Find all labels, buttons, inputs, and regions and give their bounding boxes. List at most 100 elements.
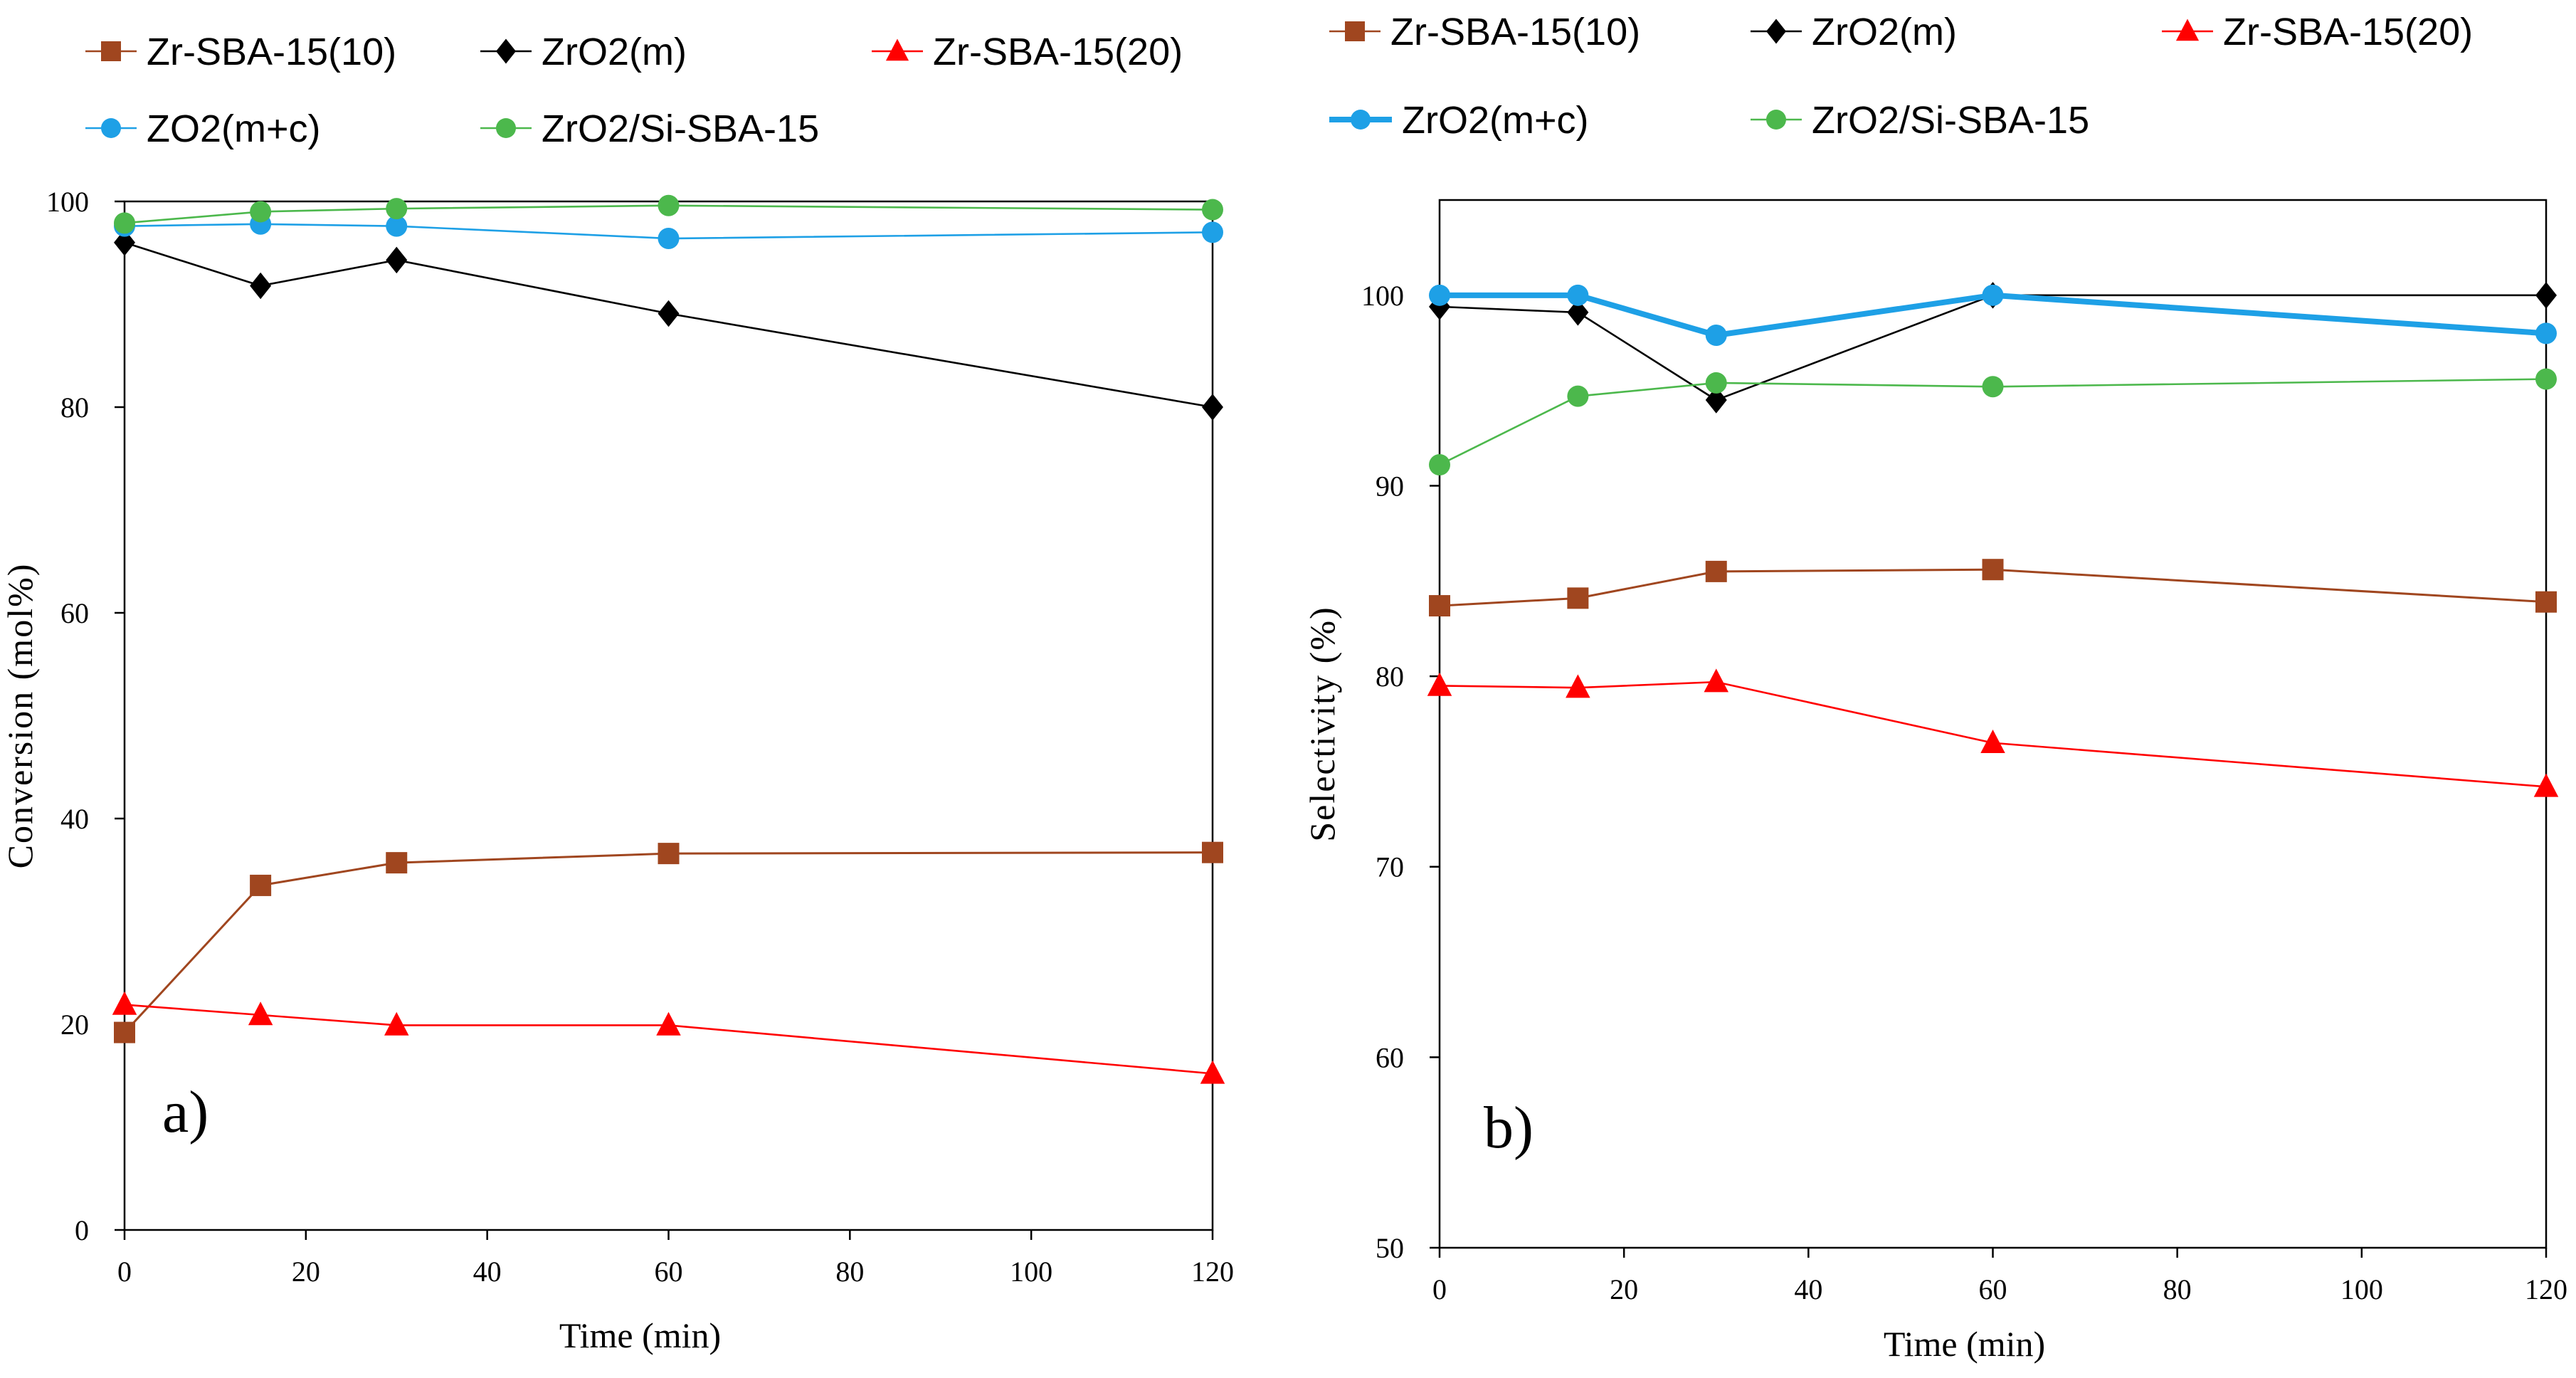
panel-a-data-point — [250, 272, 272, 300]
panel-a-ytick-label: 80 — [60, 391, 89, 424]
panel-a-series-line — [123, 851, 1213, 1034]
panel-a-data-point — [658, 843, 680, 865]
panel-a-legend-item-1: ZrO2(m) — [480, 31, 687, 73]
panel-a-data-point — [1202, 199, 1223, 221]
panel-a-legend-item-0: Zr-SBA-15(10) — [85, 31, 396, 73]
panel-b-data-point — [1705, 386, 1727, 414]
panel-a-ytick-label: 0 — [75, 1214, 89, 1246]
legend-marker — [496, 118, 516, 138]
panel-a-data-point — [1202, 221, 1223, 243]
panel-b-xtick-label: 100 — [2340, 1273, 2383, 1305]
panel-a-legend-item-2: Zr-SBA-15(20) — [872, 31, 1183, 73]
panel-b-ytick-label: 100 — [1361, 280, 1404, 312]
legend-marker — [2175, 19, 2200, 41]
panel-b-data-point — [1429, 454, 1450, 476]
panel-b-series-2 — [1427, 668, 2559, 797]
legend-marker — [1766, 110, 1786, 130]
legend-label: ZO2(m+c) — [147, 107, 321, 150]
panel-b-legend-item-2: Zr-SBA-15(20) — [2162, 11, 2473, 53]
legend-label: ZrO2(m+c) — [1402, 99, 1589, 142]
legend-label: Zr-SBA-15(10) — [1390, 11, 1640, 53]
panel-a-panel-label: a) — [162, 1079, 208, 1145]
panel-a: 0 20 40 60 80 100 0 20 40 60 80 100 120 Time (min) Con… — [0, 31, 1234, 1355]
panel-b-xtick-label: 0 — [1432, 1273, 1447, 1305]
panel-b-xtick-label: 20 — [1610, 1273, 1638, 1305]
panel-a-data-point — [658, 228, 680, 250]
panel-a-y-axis-title: Conversion (mol%) — [0, 563, 40, 869]
panel-a-legend-item-4: ZrO2/Si-SBA-15 — [480, 107, 819, 150]
legend-marker — [101, 118, 121, 138]
panel-b-data-point — [1567, 284, 1589, 306]
panel-b-panel-label: b) — [1484, 1095, 1534, 1161]
panel-b-data-point — [1704, 668, 1728, 693]
panel-b-xtick-label: 80 — [2163, 1273, 2192, 1305]
panel-a-ytick-label: 40 — [60, 803, 89, 835]
panel-a-data-point — [386, 215, 408, 237]
panel-a-ytick-label: 60 — [60, 597, 89, 629]
legend-marker — [1345, 21, 1365, 41]
panel-a-data-point — [114, 1021, 135, 1043]
panel-a-plot-frame — [123, 200, 1214, 1231]
panel-b-x-axis-title: Time (min) — [1884, 1324, 2045, 1364]
panel-b-data-point — [1705, 372, 1727, 394]
panel-b-data-point — [2535, 591, 2557, 613]
panel-b-data-point — [1567, 587, 1589, 609]
panel-b-data-point — [2535, 322, 2557, 344]
panel-b-data-point — [2533, 773, 2559, 797]
panel-a-xtick-label: 120 — [1191, 1256, 1234, 1288]
panel-a-xtick-label: 0 — [117, 1256, 132, 1288]
legend-label: ZrO2/Si-SBA-15 — [1812, 99, 2089, 142]
legend-label: ZrO2(m) — [542, 31, 687, 73]
panel-b-plot-frame — [1438, 199, 2548, 1249]
panel-b-ytick-label: 80 — [1376, 661, 1404, 693]
panel-b-data-point — [1982, 376, 2004, 398]
panel-a-data-point — [386, 198, 408, 220]
legend-label: Zr-SBA-15(10) — [147, 31, 396, 73]
panel-a-xtick-label: 20 — [292, 1256, 320, 1288]
panel-a-data-point — [386, 852, 408, 874]
panel-b-data-point — [2535, 282, 2557, 309]
panel-b-series-4 — [1429, 368, 2557, 476]
legend-marker — [496, 38, 516, 64]
panel-a-ytick-label: 20 — [60, 1009, 89, 1041]
panel-b: 50 60 70 80 90 100 0 20 40 60 80 100 120 Time (min) Se… — [1302, 11, 2567, 1364]
panel-a-data-point — [1200, 1060, 1225, 1084]
legend-marker — [885, 38, 909, 61]
panel-a-data-point — [112, 991, 137, 1015]
panel-b-data-point — [1705, 325, 1727, 347]
panel-a-series-0 — [114, 841, 1223, 1043]
panel-a-series-2 — [112, 991, 1225, 1084]
panel-a-data-point — [114, 212, 135, 234]
panel-b-data-point — [1427, 672, 1452, 696]
panel-b-data-point — [1567, 385, 1589, 407]
panel-a-x-axis-title: Time (min) — [559, 1315, 721, 1355]
panel-a-data-point — [386, 246, 408, 274]
panel-a-series-4 — [114, 194, 1223, 234]
panel-a-xtick-label: 80 — [835, 1256, 864, 1288]
panel-a-series-3 — [114, 213, 1223, 250]
panel-a-data-point — [114, 229, 135, 256]
panel-a-data-point — [250, 874, 272, 896]
panel-b-y-axis-title: Selectivity (%) — [1302, 606, 1342, 841]
legend-label: Zr-SBA-15(20) — [933, 31, 1183, 73]
panel-a-xtick-label: 100 — [1010, 1256, 1052, 1288]
panel-b-data-point — [1982, 559, 2004, 581]
legend-marker — [101, 41, 121, 61]
panel-a-data-point — [250, 201, 272, 223]
panel-b-ytick-label: 50 — [1376, 1232, 1404, 1264]
panel-a-data-point — [658, 194, 680, 216]
panel-a-data-point — [1202, 394, 1223, 421]
panel-a-data-point — [656, 1011, 681, 1036]
panel-a-data-point — [658, 300, 680, 327]
panel-a-ytick-label: 100 — [46, 186, 89, 218]
panel-b-ytick-label: 70 — [1376, 851, 1404, 883]
panel-a-xtick-label: 40 — [473, 1256, 502, 1288]
panel-b-data-point — [1982, 284, 2004, 306]
panel-a-series-1 — [114, 229, 1223, 421]
panel-b-series-3 — [1429, 284, 2557, 347]
panel-b-data-point — [1429, 284, 1450, 306]
panel-b-series-0 — [1429, 559, 2557, 617]
panel-b-data-point — [1980, 730, 2005, 754]
panel-b-legend-item-0: Zr-SBA-15(10) — [1329, 11, 1640, 53]
